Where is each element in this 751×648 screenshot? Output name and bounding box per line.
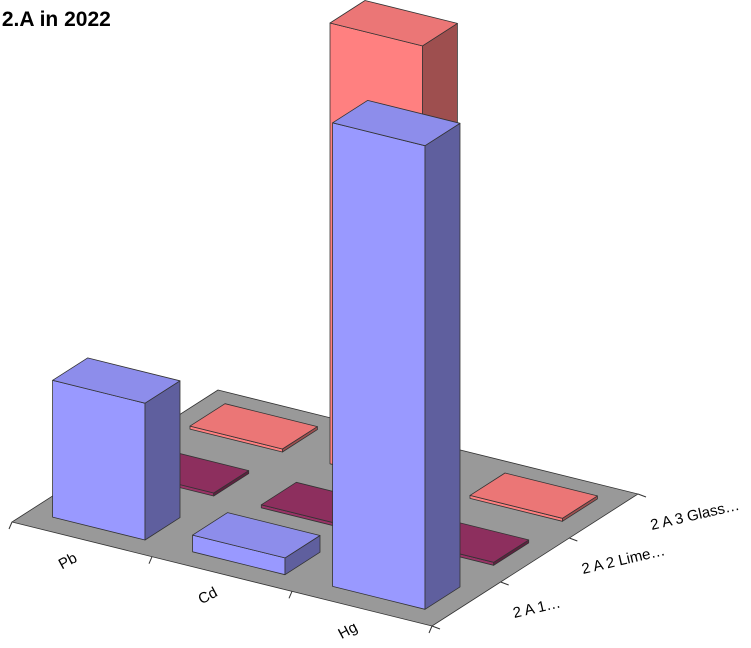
bar-top-face (469, 472, 598, 519)
category-label-pb: Pb (56, 550, 80, 574)
depth-label-3: 2 A 3 Glass… (649, 497, 741, 534)
chart-title: ew 2.A in 2022 (0, 8, 111, 31)
bar-side-face (424, 122, 461, 610)
bar-top-face (329, 0, 458, 47)
category-tick (148, 556, 153, 564)
category-tick (428, 625, 433, 634)
chart-axes (8, 493, 647, 634)
depth-label-1: 2 A 1… (511, 594, 562, 621)
category-label-cd: Cd (195, 584, 220, 608)
category-tick (8, 521, 13, 530)
bar-cd-series-1 (192, 512, 321, 576)
bar-front-face (52, 379, 146, 541)
bar-side-face (144, 380, 181, 541)
bar-hg-series-1 (332, 100, 461, 610)
depth-tick (569, 537, 578, 542)
depth-tick (500, 581, 509, 586)
bar-pb-series-1 (52, 357, 181, 541)
category-label-hg: Hg (335, 619, 360, 643)
bar-top-face (192, 512, 321, 559)
chart-bars (52, 0, 598, 610)
bar-front-face (332, 122, 426, 610)
category-tick (288, 591, 293, 599)
bar-hg-series-3 (469, 472, 598, 522)
depth-tick (637, 493, 647, 498)
bar-top-face (332, 100, 461, 147)
bar-top-face (189, 403, 318, 450)
depth-tick (431, 625, 441, 630)
bar-top-face (52, 357, 181, 404)
depth-label-2: 2 A 2 Lime… (580, 542, 667, 578)
bar-pb-series-3 (189, 403, 318, 453)
